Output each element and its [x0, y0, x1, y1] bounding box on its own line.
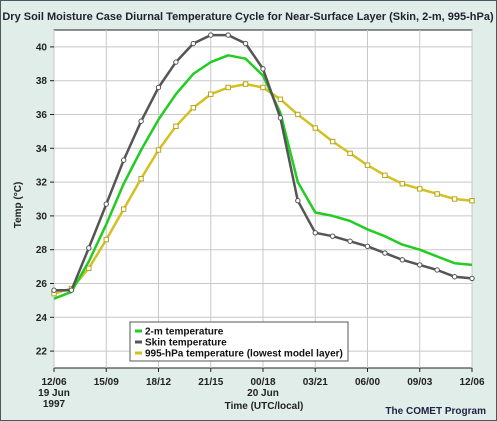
y-tick-label: 28 — [36, 245, 48, 256]
series-lines — [51, 32, 475, 300]
legend-label: Skin temperature — [145, 338, 227, 349]
data-point — [138, 176, 144, 182]
data-point — [190, 105, 197, 111]
data-point — [260, 66, 266, 72]
data-point — [295, 111, 301, 118]
x-tick-label: 18/12 — [146, 377, 171, 388]
x-tick-label: 21/15 — [198, 377, 223, 388]
chart-title: Dry Soil Moisture Case Diurnal Temperatu… — [2, 11, 494, 23]
data-point — [120, 157, 127, 163]
data-point — [173, 123, 179, 130]
data-point — [451, 274, 458, 280]
data-point — [103, 236, 109, 243]
y-axis-ticks: 22 24 26 28 30 32 34 36 38 40 — [36, 42, 54, 358]
x-tick-label: 12/06 — [41, 377, 66, 388]
data-point — [51, 287, 57, 293]
y-tick-label: 22 — [36, 347, 48, 358]
data-point — [347, 238, 353, 244]
series-2 — [51, 32, 475, 293]
x-tick-label: 1997 — [43, 399, 66, 410]
data-point — [469, 197, 475, 204]
y-tick-label: 36 — [36, 110, 48, 121]
data-point — [190, 40, 197, 47]
data-point — [277, 96, 284, 102]
data-point — [155, 84, 162, 91]
data-point — [120, 206, 127, 212]
data-point — [399, 181, 406, 187]
x-tick-label: 15/09 — [94, 377, 119, 388]
data-point — [242, 81, 249, 87]
data-point — [138, 118, 144, 124]
x-tick-label: 00/18 — [250, 377, 275, 388]
data-point — [312, 230, 318, 236]
data-point — [295, 197, 301, 204]
data-point — [242, 40, 249, 47]
x-tick-label: 06/00 — [355, 377, 380, 388]
data-point — [208, 32, 214, 38]
data-point — [434, 267, 440, 273]
data-point — [434, 191, 440, 197]
y-tick-label: 40 — [36, 42, 48, 53]
data-point — [225, 32, 231, 38]
data-point — [382, 250, 388, 256]
y-tick-label: 34 — [36, 144, 48, 155]
data-point — [417, 262, 423, 268]
x-tick-label: 12/06 — [459, 377, 484, 388]
data-point — [399, 257, 406, 263]
y-tick-label: 38 — [36, 76, 48, 87]
data-point — [277, 115, 284, 121]
x-axis-label: Time (UTC/local) — [225, 401, 304, 412]
series-3 — [51, 81, 475, 297]
legend-box — [129, 321, 349, 362]
data-point — [417, 186, 423, 192]
y-tick-label: 30 — [36, 211, 48, 222]
x-tick-label: 19 Jun — [38, 388, 70, 399]
data-point — [451, 196, 458, 202]
y-tick-label: 32 — [36, 178, 48, 189]
legend-label: 2-m temperature — [145, 327, 224, 338]
data-point — [208, 91, 214, 97]
data-point — [103, 201, 109, 207]
y-tick-label: 26 — [36, 279, 48, 290]
data-point — [86, 245, 92, 251]
x-tick-label: 20 Jun — [247, 388, 279, 399]
y-axis-label: Temp (°C) — [13, 182, 24, 229]
series-1 — [53, 54, 473, 300]
data-point — [173, 59, 179, 65]
data-point — [260, 84, 266, 91]
data-point — [469, 275, 475, 282]
data-point — [364, 243, 371, 250]
data-point — [347, 150, 353, 157]
x-tick-label: 09/03 — [407, 377, 432, 388]
data-point — [364, 162, 371, 168]
data-point — [329, 233, 336, 239]
data-point — [312, 125, 318, 131]
legend-label: 995-hPa temperature (lowest model layer) — [145, 349, 343, 360]
data-point — [68, 287, 75, 293]
y-tick-label: 24 — [36, 313, 48, 324]
credit-text: The COMET Program — [385, 406, 486, 417]
data-point — [225, 84, 231, 91]
data-point — [155, 147, 162, 153]
data-point — [86, 265, 92, 271]
data-point — [382, 172, 388, 179]
series-line — [53, 54, 473, 300]
x-tick-label: 03/21 — [303, 377, 328, 388]
data-point — [329, 138, 336, 145]
